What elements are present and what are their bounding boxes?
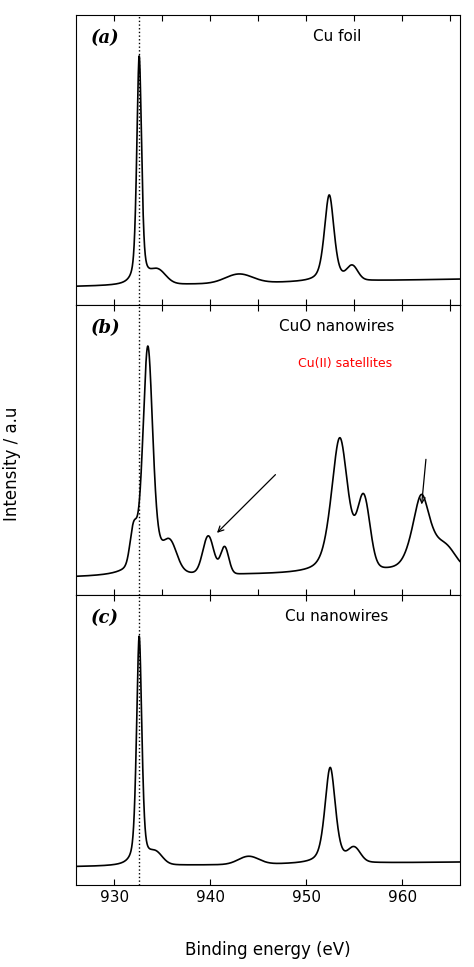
Text: (b): (b): [91, 319, 121, 337]
Text: Cu foil: Cu foil: [313, 29, 361, 44]
Text: Cu nanowires: Cu nanowires: [285, 609, 389, 625]
Text: (a): (a): [91, 29, 120, 47]
Text: Cu(II) satellites: Cu(II) satellites: [298, 357, 392, 369]
Text: CuO nanowires: CuO nanowires: [279, 319, 395, 335]
Text: Intensity / a.u: Intensity / a.u: [3, 407, 21, 521]
Text: Binding energy (eV): Binding energy (eV): [185, 941, 351, 958]
Text: (c): (c): [91, 609, 119, 628]
